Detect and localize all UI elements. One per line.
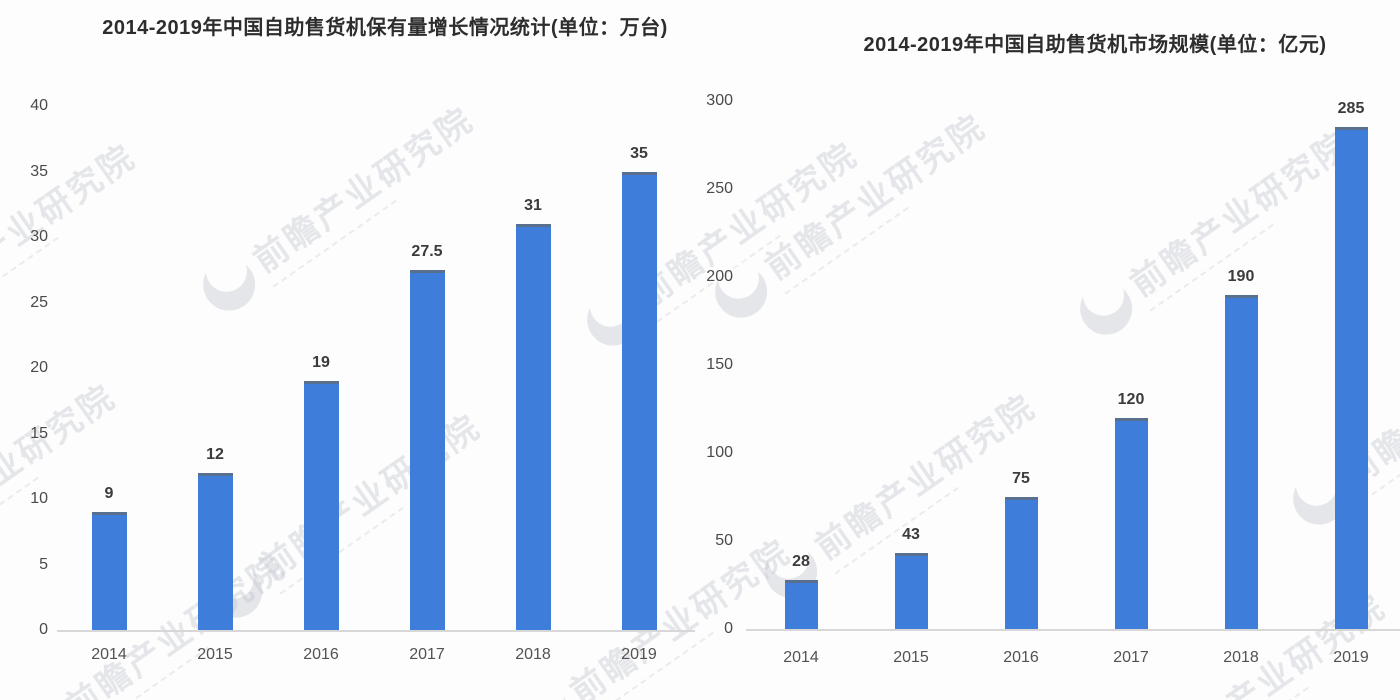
bar-2017 xyxy=(1114,417,1148,629)
vending-machine-market-size-chart: 2014-2019年中国自助售货机市场规模(单位：亿元) 0 50 100 150 20… xyxy=(700,0,1400,700)
y-axis-tick-label: 300 xyxy=(706,92,733,109)
x-axis-category-label: 2016 xyxy=(1003,649,1039,666)
bar-value-label: 12 xyxy=(206,445,224,463)
bar-2016 xyxy=(1004,497,1038,629)
bar-2014 xyxy=(784,579,818,629)
bar-2015 xyxy=(894,553,928,629)
bar-2018 xyxy=(1224,294,1258,629)
bar-2019 xyxy=(621,171,657,630)
bar-2014 xyxy=(91,512,127,630)
vending-machine-ownership-chart: 2014-2019年中国自助售货机保有量增长情况统计(单位：万台) 0 5 10 15… xyxy=(30,17,695,663)
y-axis-tick-label: 0 xyxy=(39,621,48,638)
x-axis-category-label: 2014 xyxy=(783,649,819,666)
y-axis-tick-label: 15 xyxy=(30,424,48,442)
x-axis-category-label: 2015 xyxy=(893,649,929,666)
bar-2015 xyxy=(197,472,233,630)
y-axis-tick-label: 25 xyxy=(30,293,48,311)
y-axis-tick-label: 30 xyxy=(30,228,48,245)
x-axis-category-label: 2019 xyxy=(1333,649,1369,666)
bar-value-label: 35 xyxy=(630,144,648,162)
x-axis-category-label: 2018 xyxy=(515,646,551,663)
y-axis-tick-label: 200 xyxy=(706,268,733,285)
bar-2018 xyxy=(515,223,551,630)
bar-value-label: 75 xyxy=(1012,470,1030,487)
plot-area: 0 50 100 150 200 250 300 28 2014 43 2015 75 2016 120 2… xyxy=(700,0,1400,700)
x-axis-category-label: 2015 xyxy=(197,646,233,663)
y-axis-tick-label: 40 xyxy=(30,97,48,114)
bar-2019 xyxy=(1334,127,1368,629)
y-axis-tick-label: 250 xyxy=(706,180,733,197)
bar-value-label: 285 xyxy=(1337,100,1365,118)
plot-area: 0 5 10 15 20 25 30 35 40 9 2014 12 2015 19 2016 27.5 201… xyxy=(30,97,695,663)
x-axis-line xyxy=(57,630,695,632)
bar-value-label: 120 xyxy=(1117,390,1145,408)
bar-value-label: 190 xyxy=(1227,267,1255,285)
y-axis-tick-label: 0 xyxy=(724,620,733,637)
bar-value-label: 31 xyxy=(524,196,542,214)
bar-value-label: 9 xyxy=(104,485,114,503)
chart-title: 2014-2019年中国自助售货机保有量增长情况统计(单位：万台) xyxy=(102,17,668,39)
y-axis-tick-label: 5 xyxy=(39,555,48,573)
x-axis-category-label: 2016 xyxy=(303,646,339,663)
y-axis-tick-label: 50 xyxy=(715,532,733,549)
y-axis-tick-label: 10 xyxy=(30,490,48,507)
bar-2017 xyxy=(409,269,445,630)
x-axis-category-label: 2014 xyxy=(91,646,127,663)
bar-value-label: 27.5 xyxy=(411,242,443,260)
bar-value-label: 28 xyxy=(792,552,810,570)
x-axis-line xyxy=(746,629,1400,631)
x-axis-category-label: 2019 xyxy=(621,646,657,663)
x-axis-category-label: 2018 xyxy=(1223,649,1259,666)
y-axis-tick-label: 100 xyxy=(706,444,733,461)
y-axis-tick-label: 35 xyxy=(30,162,48,180)
chart-title: 2014-2019年中国自助售货机市场规模(单位：亿元) xyxy=(863,34,1327,56)
bar-value-label: 43 xyxy=(902,526,920,544)
y-axis-tick-label: 20 xyxy=(30,359,48,376)
bar-2016 xyxy=(303,381,339,630)
y-axis-tick-label: 150 xyxy=(706,356,733,373)
bar-value-label: 19 xyxy=(312,354,330,372)
x-axis-category-label: 2017 xyxy=(1113,649,1149,666)
x-axis-category-label: 2017 xyxy=(409,646,445,663)
